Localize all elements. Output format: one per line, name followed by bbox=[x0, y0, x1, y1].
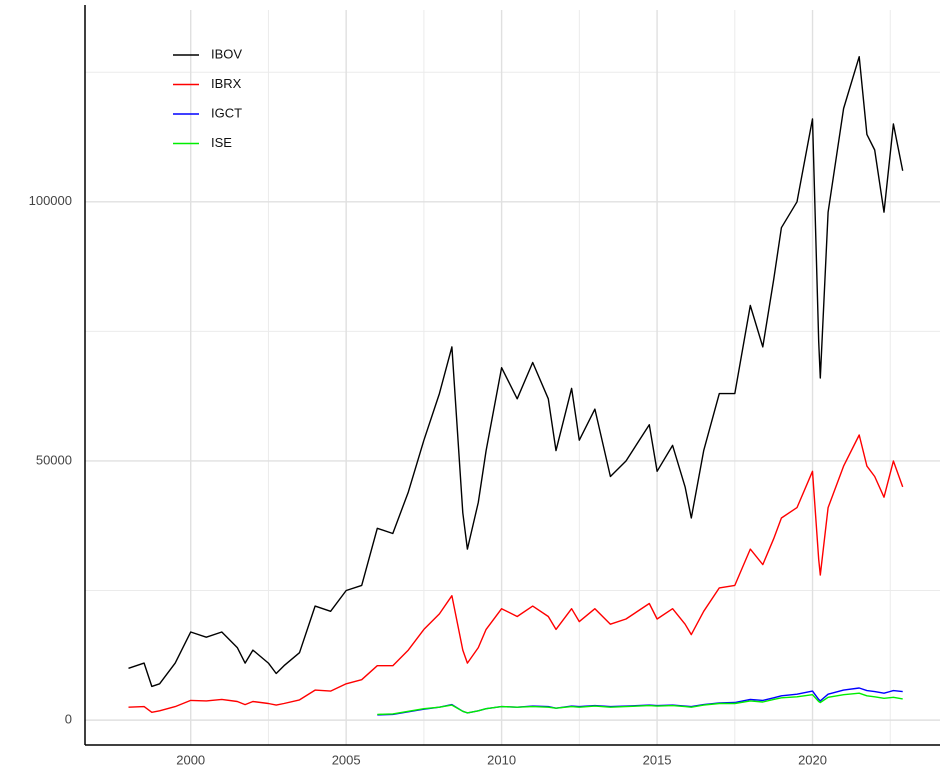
series-line bbox=[377, 692, 903, 716]
x-tick-label: 2020 bbox=[798, 752, 827, 767]
x-tick-label: 2015 bbox=[643, 752, 672, 767]
y-tick-label: 0 bbox=[65, 712, 72, 727]
y-tick-label: 100000 bbox=[29, 193, 72, 208]
legend-label: ISE bbox=[211, 135, 232, 150]
legend-label: IBRX bbox=[211, 76, 242, 91]
series-line bbox=[128, 434, 904, 713]
series-line bbox=[128, 56, 904, 688]
x-tick-label: 2000 bbox=[176, 752, 205, 767]
legend-label: IGCT bbox=[211, 105, 242, 120]
x-tick-label: 2010 bbox=[487, 752, 516, 767]
legend-label: IBOV bbox=[211, 46, 242, 61]
series-line bbox=[377, 687, 903, 716]
x-tick-label: 2005 bbox=[332, 752, 361, 767]
y-tick-label: 50000 bbox=[36, 452, 72, 467]
legend: IBOV IBRX IGCT ISE bbox=[173, 46, 242, 150]
